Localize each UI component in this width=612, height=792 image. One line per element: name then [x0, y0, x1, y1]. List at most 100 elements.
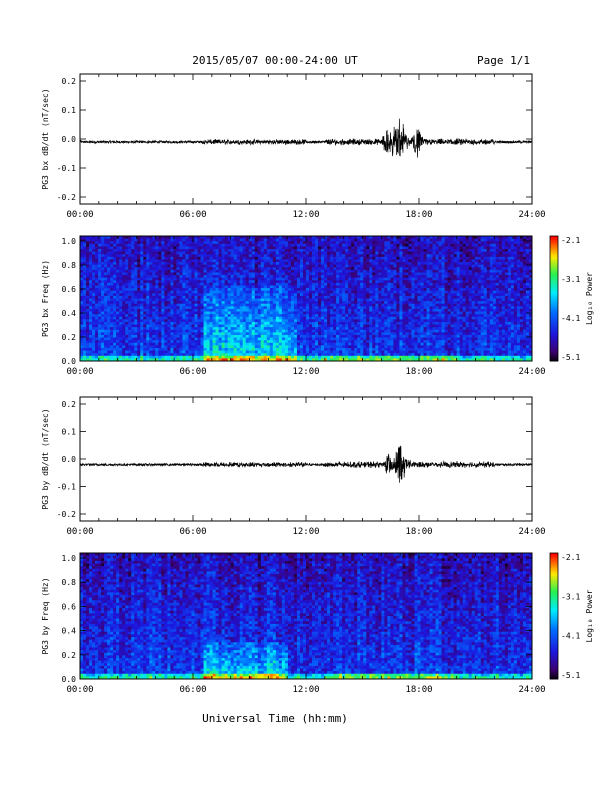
spectrogram-cell: [381, 353, 385, 357]
spectrogram-cell: [143, 308, 147, 312]
spectrogram-cell: [221, 298, 226, 302]
spectrogram-cell: [360, 329, 364, 333]
spectrogram-cell: [104, 316, 108, 320]
spectrogram-cell: [104, 324, 108, 328]
spectrogram-cell: [143, 290, 147, 294]
spectrogram-cell: [161, 298, 165, 302]
spectrogram-cell: [287, 340, 292, 344]
spectrogram-cell: [215, 345, 220, 349]
spectrogram-cell: [363, 262, 367, 266]
spectrogram-cell: [182, 249, 186, 253]
spectrogram-cell: [158, 295, 162, 299]
spectrogram-cell: [387, 254, 391, 258]
spectrogram-cell: [296, 319, 301, 323]
spectrogram-cell: [92, 329, 96, 333]
spectrogram-cell: [95, 306, 99, 310]
spectrogram-cell: [209, 277, 213, 281]
spectrogram-cell: [152, 243, 156, 247]
spectrogram-cell: [146, 332, 150, 336]
spectrogram-cell: [333, 293, 337, 297]
spectrogram-cell: [333, 311, 337, 315]
spectrogram-cell: [176, 241, 180, 245]
spectrogram-cell: [89, 319, 93, 323]
spectrogram-cell: [140, 254, 144, 258]
spectrogram-cell: [360, 340, 364, 344]
spectrogram-cell: [131, 285, 135, 289]
spectrogram-cell: [266, 293, 271, 297]
spectrogram-cell: [312, 319, 316, 323]
spectrogram-cell: [366, 358, 370, 362]
spectrogram-cell: [378, 308, 382, 312]
spectrogram-cell: [290, 277, 295, 281]
spectrogram-cell: [194, 334, 198, 338]
spectrogram-cell: [248, 345, 253, 349]
spectrogram-cell: [203, 251, 207, 255]
spectrogram-cell: [158, 269, 162, 273]
spectrogram-cell: [269, 353, 274, 357]
spectrogram-cell: [149, 358, 153, 362]
spectrogram-cell: [381, 347, 385, 351]
spectrogram-cell: [257, 272, 262, 276]
spectrogram-cell: [254, 337, 259, 341]
spectrogram-cell: [221, 321, 226, 325]
spectrogram-cell: [296, 285, 301, 289]
spectrogram-cell: [384, 275, 388, 279]
spectrogram-cell: [290, 350, 295, 354]
spectrogram-cell: [272, 340, 277, 344]
spectrogram-cell: [327, 269, 331, 273]
spectrogram-cell: [137, 314, 141, 318]
spectrogram-cell: [125, 345, 129, 349]
spectrogram-cell: [170, 311, 174, 315]
spectrogram-cell: [315, 298, 319, 302]
spectrogram-cell: [119, 285, 123, 289]
spectrogram-cell: [321, 285, 325, 289]
spectrogram-cell: [98, 314, 102, 318]
spectrogram-cell: [345, 288, 349, 292]
spectrogram-cell: [176, 254, 180, 258]
spectrogram-cell: [284, 340, 289, 344]
spectrogram-cell: [254, 334, 259, 338]
spectrogram-cell: [224, 311, 229, 315]
spectrogram-cell: [248, 329, 253, 333]
spectrogram-cell: [324, 254, 328, 258]
spectrogram-cell: [212, 275, 216, 279]
spectrogram-cell: [284, 358, 289, 362]
spectrogram-cell: [327, 347, 331, 351]
spectrogram-cell: [104, 303, 108, 307]
spectrogram-cell: [86, 345, 90, 349]
spectrogram-cell: [287, 308, 292, 312]
spectrogram-cell: [221, 353, 226, 357]
spectrogram-cell: [170, 236, 174, 239]
spectrogram-cell: [381, 249, 385, 253]
spectrogram-cell: [188, 238, 192, 242]
spectrogram-cell: [197, 298, 201, 302]
spectrogram-cell: [254, 321, 259, 325]
spectrogram-cell: [378, 306, 382, 310]
spectrogram-cell: [378, 282, 382, 286]
spectrogram-cell: [354, 238, 358, 242]
spectrogram-cell: [206, 337, 210, 341]
spectrogram-cell: [366, 329, 370, 333]
spectrogram-cell: [170, 324, 174, 328]
spectrogram-cell: [170, 347, 174, 351]
spectrogram-cell: [221, 293, 226, 297]
spectrogram-cell: [266, 345, 271, 349]
spectrogram-cell: [140, 259, 144, 263]
spectrogram-cell: [342, 345, 346, 349]
spectrogram-cell: [191, 262, 195, 266]
spectrogram-cell: [354, 301, 358, 305]
spectrogram-cell: [336, 285, 340, 289]
spectrogram-cell: [272, 290, 277, 294]
spectrogram-cell: [203, 256, 207, 260]
spectrogram-cell: [209, 345, 213, 349]
spectrogram-cell: [293, 251, 298, 255]
spectrogram-cell: [197, 272, 201, 276]
spectrogram-cell: [366, 324, 370, 328]
spectrogram-cell: [233, 295, 238, 299]
spectrogram-cell: [86, 254, 90, 258]
spectrogram-cell: [194, 264, 198, 268]
spectrogram-cell: [203, 290, 207, 294]
spectrogram-cell: [254, 314, 259, 318]
spectrogram-cell: [152, 308, 156, 312]
spectrogram-cell: [342, 256, 346, 260]
